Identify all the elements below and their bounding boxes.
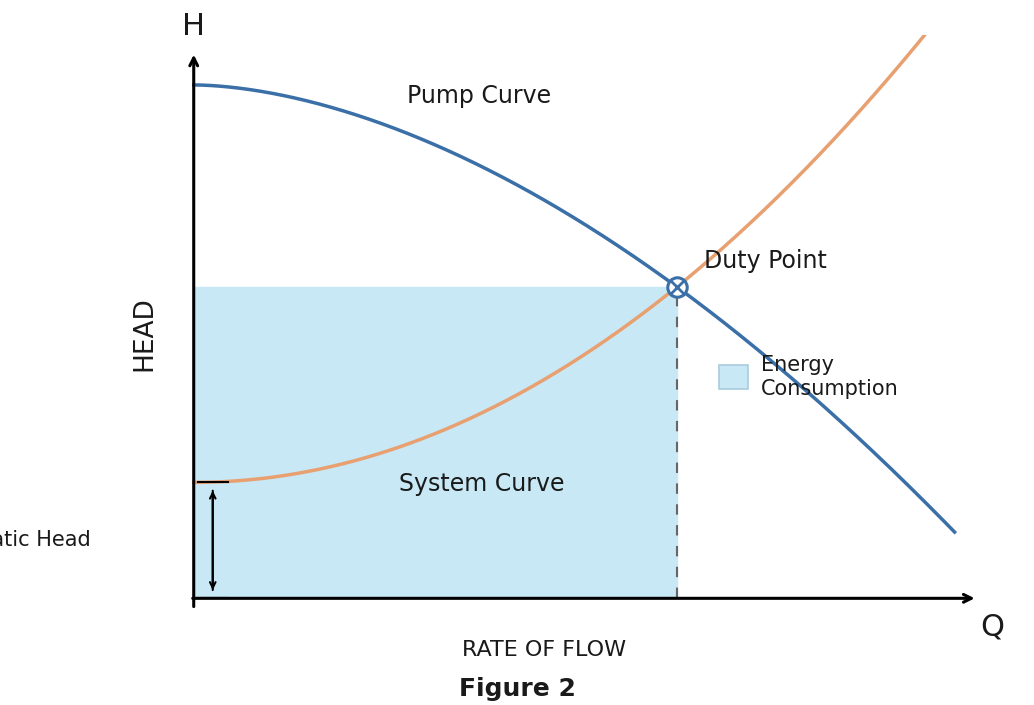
Text: Duty Point: Duty Point (703, 249, 826, 273)
FancyBboxPatch shape (719, 365, 748, 388)
Text: System Curve: System Curve (399, 472, 565, 496)
Text: Figure 2: Figure 2 (458, 678, 576, 701)
Text: H: H (182, 12, 205, 41)
Text: RATE OF FLOW: RATE OF FLOW (461, 639, 626, 660)
Text: HEAD: HEAD (131, 296, 157, 371)
Text: Static Head: Static Head (0, 530, 91, 551)
Text: Pump Curve: Pump Curve (406, 85, 551, 109)
Polygon shape (193, 287, 677, 599)
Text: Energy
Consumption: Energy Consumption (761, 355, 900, 398)
Text: Q: Q (980, 612, 1005, 641)
